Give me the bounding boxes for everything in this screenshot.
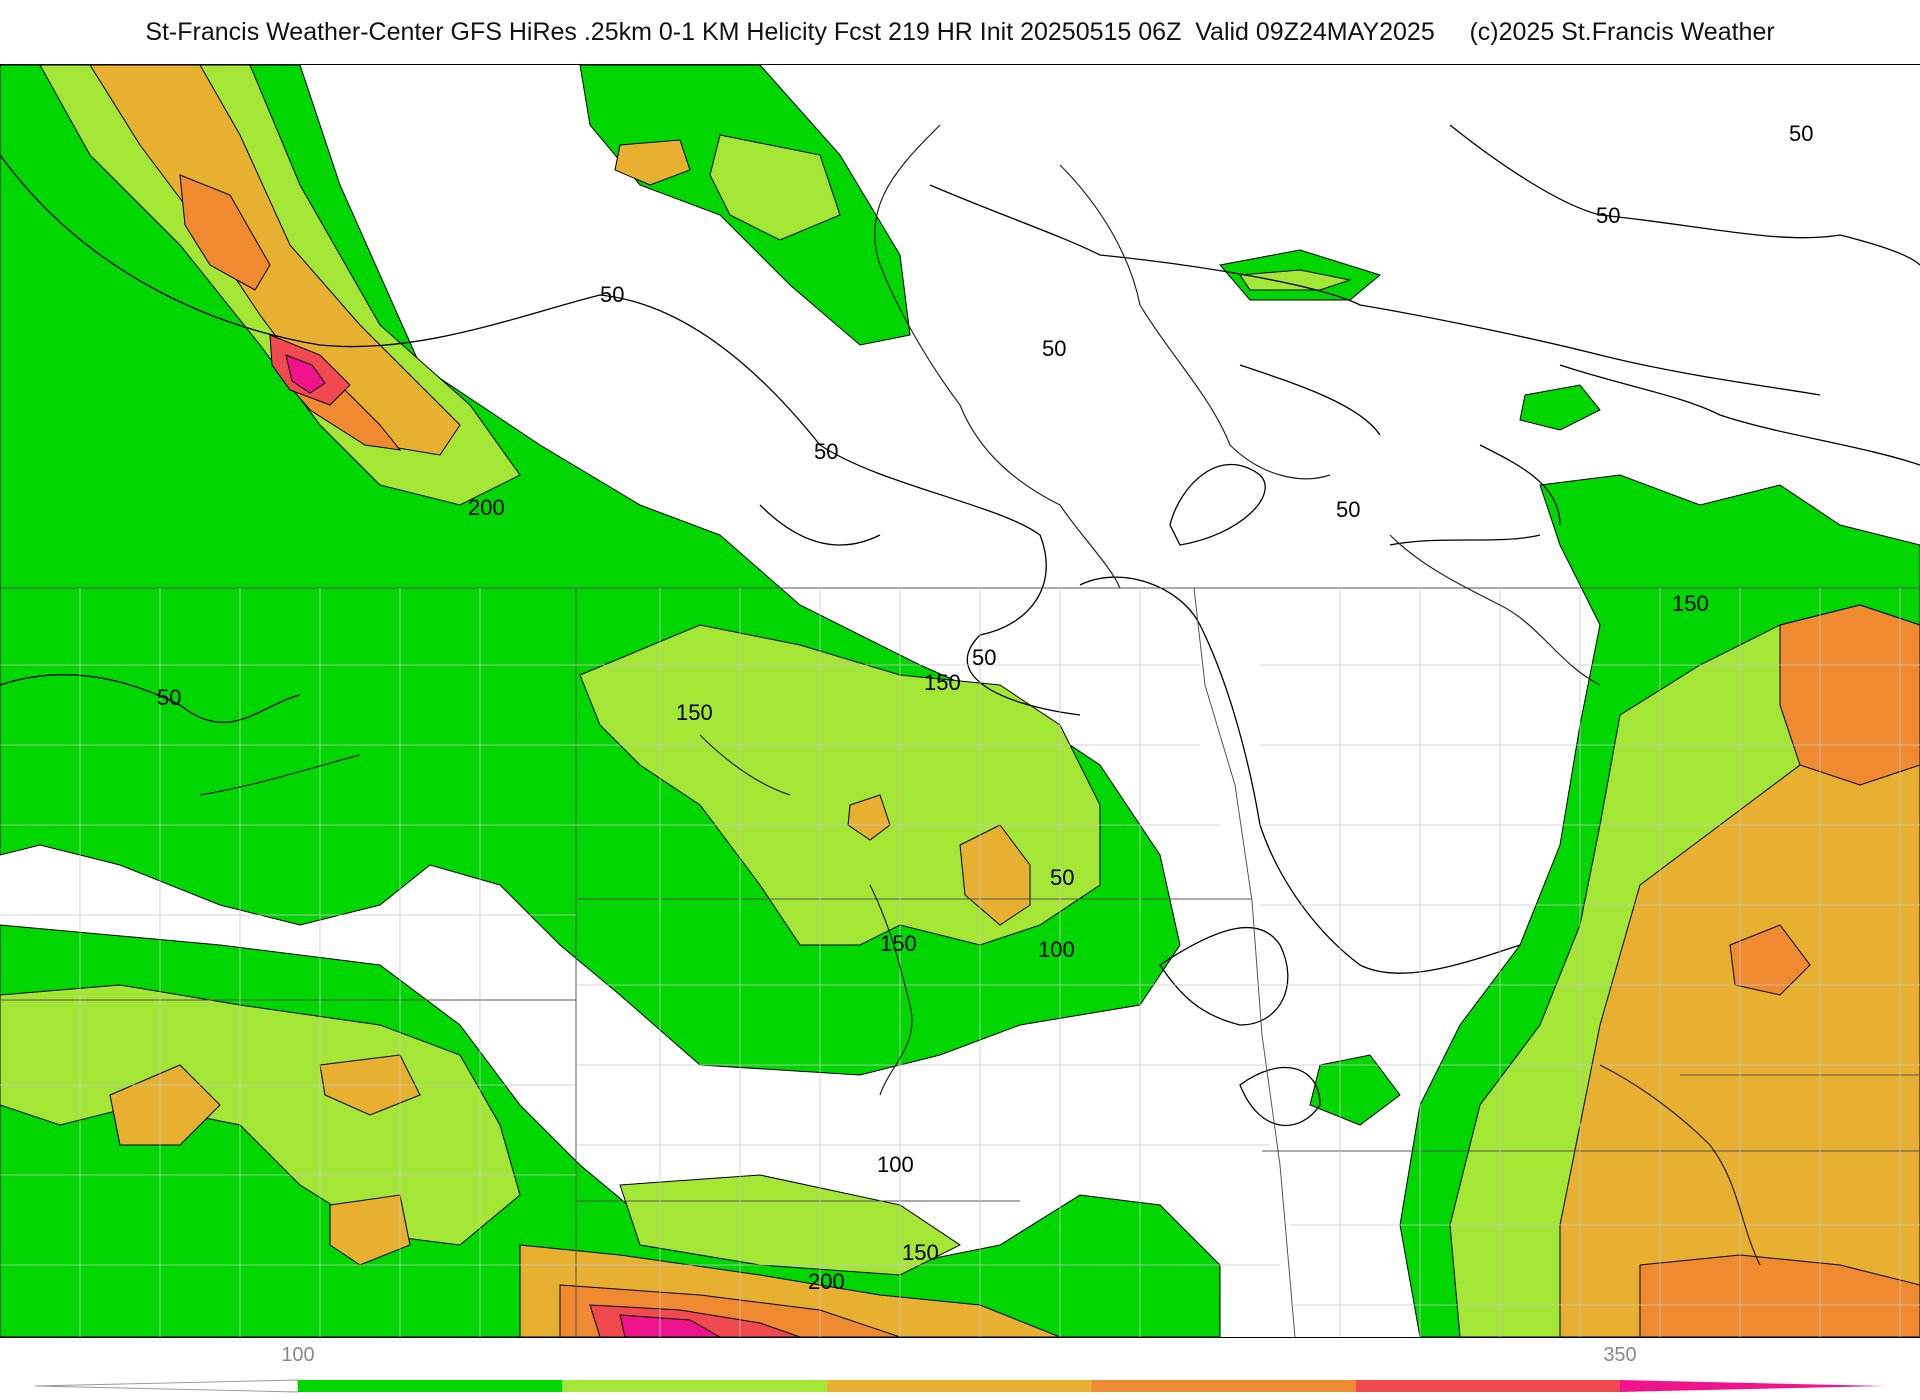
contour-label: 50 [814,439,838,464]
legend-swatch [298,1380,563,1392]
helicity-fill-350 [285,354,722,1337]
contour-label: 150 [1672,591,1709,616]
contour-label: 200 [468,495,505,520]
legend-tick-label: 100 [281,1344,315,1366]
contour-label: 50 [1050,865,1074,890]
legend-swatch [826,1380,1092,1392]
contour-label: 50 [600,282,624,307]
contour-label: 150 [676,700,713,725]
legend-swatch [562,1380,827,1392]
title-bar: St-Francis Weather-Center GFS HiRes .25k… [0,0,1920,64]
contour-label: 50 [1789,121,1813,146]
legend-swatch-below [34,1379,299,1393]
contour-label: 50 [157,685,181,710]
map-frame[interactable]: 50 50 50 50 50 50 50 50 50 200 150 150 1… [0,64,1920,1338]
contour-label: 50 [1596,203,1620,228]
contour-label: 200 [808,1269,845,1294]
contour-labels: 50 50 50 50 50 50 50 50 50 200 150 150 1… [157,121,1813,1294]
copyright: (c)2025 St.Francis Weather [1469,17,1775,46]
contour-label: 100 [877,1152,914,1177]
legend-bar [34,1379,1885,1393]
contour-label: 50 [1042,336,1066,361]
contour-label: 150 [880,931,917,956]
contour-label: 150 [902,1240,939,1265]
helicity-map[interactable]: 50 50 50 50 50 50 50 50 50 200 150 150 1… [0,65,1920,1337]
contour-label: 50 [1336,497,1360,522]
legend-swatch-above [1620,1380,1885,1392]
legend-swatch [1355,1380,1620,1392]
map-title: St-Francis Weather-Center GFS HiRes .25k… [145,17,1435,46]
spacer [1435,18,1470,47]
legend-swatch [1091,1380,1356,1392]
contour-label: 150 [924,670,961,695]
color-legend: 100 350 [0,1336,1920,1400]
contour-label: 100 [1038,937,1075,962]
contour-label: 50 [972,645,996,670]
county-lines [0,588,1920,1337]
water-bodies [199,124,1761,1266]
legend-tick-label: 350 [1603,1344,1637,1366]
